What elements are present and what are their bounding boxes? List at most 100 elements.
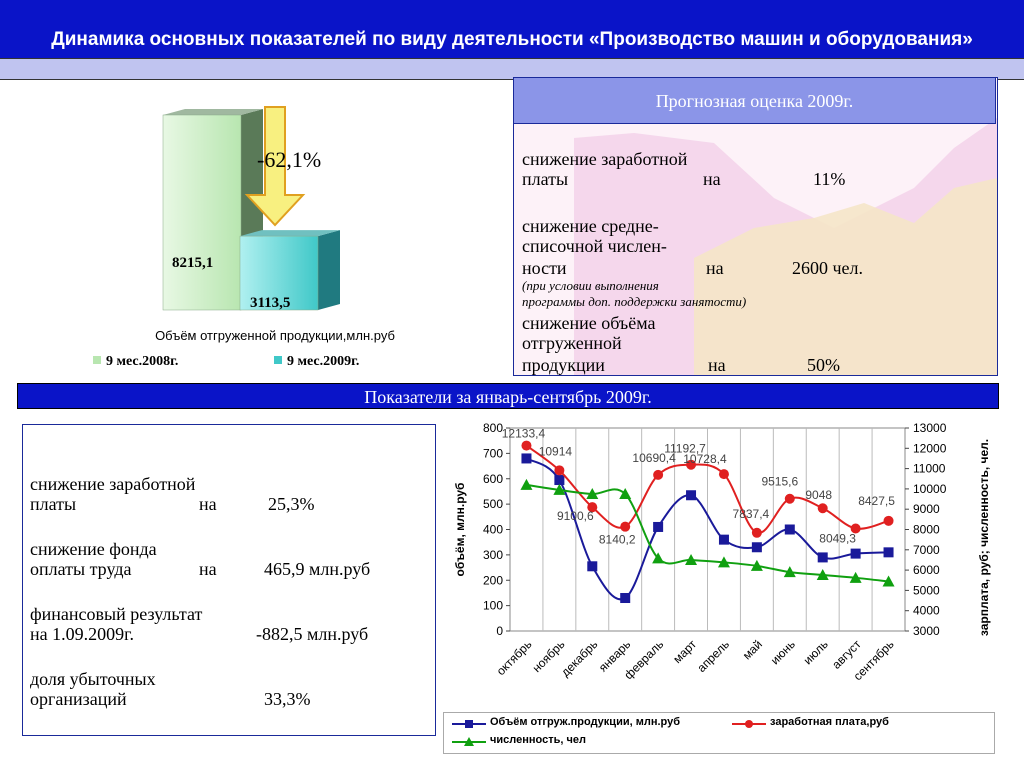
data-label: 8140,2 <box>599 533 636 547</box>
y-right-tick-label: 6000 <box>913 563 940 577</box>
data-point <box>849 571 862 583</box>
y-axis-label: объём, млн.руб <box>453 483 467 577</box>
indicator-label: платы <box>30 494 77 514</box>
y-right-tick-label: 3000 <box>913 624 940 638</box>
data-point <box>686 459 697 470</box>
forecast-panel <box>513 77 998 376</box>
data-label: 7837,4 <box>733 507 770 521</box>
indicator-label: на 1.09.2009г. <box>30 624 134 644</box>
indicator-op: на <box>199 494 217 514</box>
legend-swatch-2009 <box>274 356 282 364</box>
y-tick-label: 800 <box>483 421 503 435</box>
forecast-label: платы <box>522 169 569 189</box>
data-point <box>620 521 631 532</box>
data-point <box>751 542 762 553</box>
data-point <box>718 469 729 480</box>
y-right-tick-label: 4000 <box>913 604 940 618</box>
y-tick-label: 700 <box>483 446 503 460</box>
forecast-background-graphic <box>574 118 997 375</box>
y-tick-label: 0 <box>496 624 503 638</box>
data-point <box>883 547 894 558</box>
forecast-item-salary: снижение заработной <box>522 149 687 169</box>
legend-swatch-staff <box>452 737 486 746</box>
legend-swatch-2008 <box>93 356 101 364</box>
data-point <box>816 568 829 580</box>
forecast-item-volume: снижение объёма отгруженной <box>522 313 655 353</box>
bar-value-label: 8215,1 <box>172 255 213 271</box>
forecast-value: 2600 чел. <box>792 258 864 278</box>
y-tick-label: 100 <box>483 599 503 613</box>
bar-side <box>318 230 340 310</box>
y-tick-label: 400 <box>483 523 503 537</box>
legend-swatch-salary <box>732 720 766 728</box>
indicator-line: финансовый результат <box>30 604 203 624</box>
data-point <box>718 534 729 545</box>
indicators-panel <box>22 424 436 736</box>
bar-value-label: 3113,5 <box>250 295 290 311</box>
data-label: 9100,6 <box>557 509 594 523</box>
data-label: 9515,6 <box>761 475 798 489</box>
forecast-op: на <box>706 258 724 278</box>
data-point <box>817 552 828 563</box>
forecast-op: на <box>703 169 721 189</box>
y-right-tick-label: 12000 <box>913 441 947 455</box>
period-title: Показатели за январь-сентябрь 2009г. <box>17 383 999 409</box>
data-point <box>883 515 894 526</box>
x-tick-label: апрель <box>694 637 732 675</box>
indicator-line: доля убыточных <box>30 669 156 689</box>
data-point <box>554 475 565 486</box>
bar-chart: 8215,1 3113,5 -62,1% Объём отгруженной прод… <box>93 106 395 369</box>
forecast-label: продукции <box>522 355 605 375</box>
indicator-value: 465,9 млн.руб <box>264 559 371 579</box>
data-point <box>587 561 598 572</box>
x-tick-label: июль <box>801 637 831 667</box>
down-arrow <box>244 106 306 227</box>
x-tick-label: июнь <box>768 637 798 667</box>
indicator-line: снижение фонда <box>30 539 157 559</box>
forecast-item-staff: снижение средне- списочной числен- <box>522 216 667 256</box>
y-tick-label: 200 <box>483 573 503 587</box>
y-right-axis-label: зарплата, руб; численность, чел. <box>977 439 991 636</box>
forecast-line: снижение заработной <box>522 149 688 169</box>
line-chart: 0 100 200 300 400 500 600 700 800 3000 4000 5000 600… <box>453 421 991 683</box>
bar-top <box>240 230 340 237</box>
data-point <box>653 521 664 532</box>
note-line: (при условии выполнения <box>522 278 659 293</box>
bar-axis-label: Объём отгруженной продукции,млн.руб <box>155 328 395 343</box>
data-point <box>620 593 631 604</box>
data-point <box>784 524 795 535</box>
y-right-tick-label: 7000 <box>913 543 940 557</box>
data-point <box>751 527 762 538</box>
legend-label-volume: Объём отгруж.продукции, млн.руб <box>490 716 681 728</box>
y-right-tick-label: 8000 <box>913 523 940 537</box>
data-point <box>652 552 665 564</box>
forecast-label: ности <box>522 258 567 278</box>
indicator-value: -882,5 млн.руб <box>256 624 369 644</box>
data-point <box>686 490 697 501</box>
y-right-tick-label: 11000 <box>913 462 946 476</box>
data-point <box>521 440 532 451</box>
y-right-tick-label: 13000 <box>913 421 947 435</box>
data-point <box>619 487 632 499</box>
page-title: Динамика основных показателей по виду де… <box>51 29 973 50</box>
legend-swatch-volume <box>452 720 486 728</box>
indicator-line: снижение заработной <box>30 474 196 494</box>
data-label: 8049,3 <box>819 531 856 545</box>
legend-label-staff: численность, чел <box>490 734 586 746</box>
indicator-label: организаций <box>30 689 127 709</box>
bar-1 <box>239 235 319 311</box>
header-strip <box>0 58 1024 80</box>
change-label: -62,1% <box>257 147 321 172</box>
data-point <box>586 487 599 499</box>
data-point <box>784 493 795 504</box>
legend-label-2008: 9 мес.2008г. <box>106 354 178 369</box>
forecast-note: (при условии выполнения программы доп. п… <box>522 278 746 310</box>
line-chart-legend: Объём отгруж.продукции, млн.руб заработн… <box>443 712 995 754</box>
indicator-op: на <box>199 559 217 579</box>
forecast-value: 11% <box>813 169 846 189</box>
data-point <box>685 553 698 565</box>
forecast-op: на <box>708 355 726 375</box>
data-label: 11192,7 <box>664 442 706 456</box>
x-tick-label: май <box>740 637 765 662</box>
y-tick-label: 300 <box>483 548 503 562</box>
